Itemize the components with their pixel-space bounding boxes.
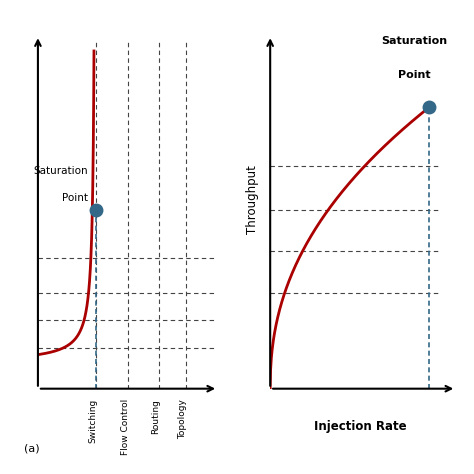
Text: (a): (a) <box>24 444 39 454</box>
Text: Throughput: Throughput <box>246 165 259 235</box>
Text: Flow Control: Flow Control <box>121 399 130 455</box>
Text: Point: Point <box>63 193 88 203</box>
Text: Switching: Switching <box>88 399 97 443</box>
Text: Routing: Routing <box>151 399 160 434</box>
Text: Saturation: Saturation <box>34 166 88 176</box>
Text: Saturation: Saturation <box>382 36 448 46</box>
Text: Injection Rate: Injection Rate <box>314 419 407 433</box>
Text: Topology: Topology <box>178 399 187 439</box>
Text: Point: Point <box>398 70 431 80</box>
